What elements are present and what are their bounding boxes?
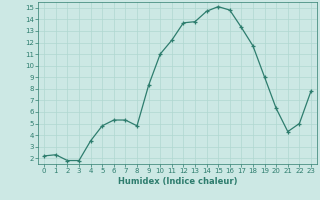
X-axis label: Humidex (Indice chaleur): Humidex (Indice chaleur): [118, 177, 237, 186]
